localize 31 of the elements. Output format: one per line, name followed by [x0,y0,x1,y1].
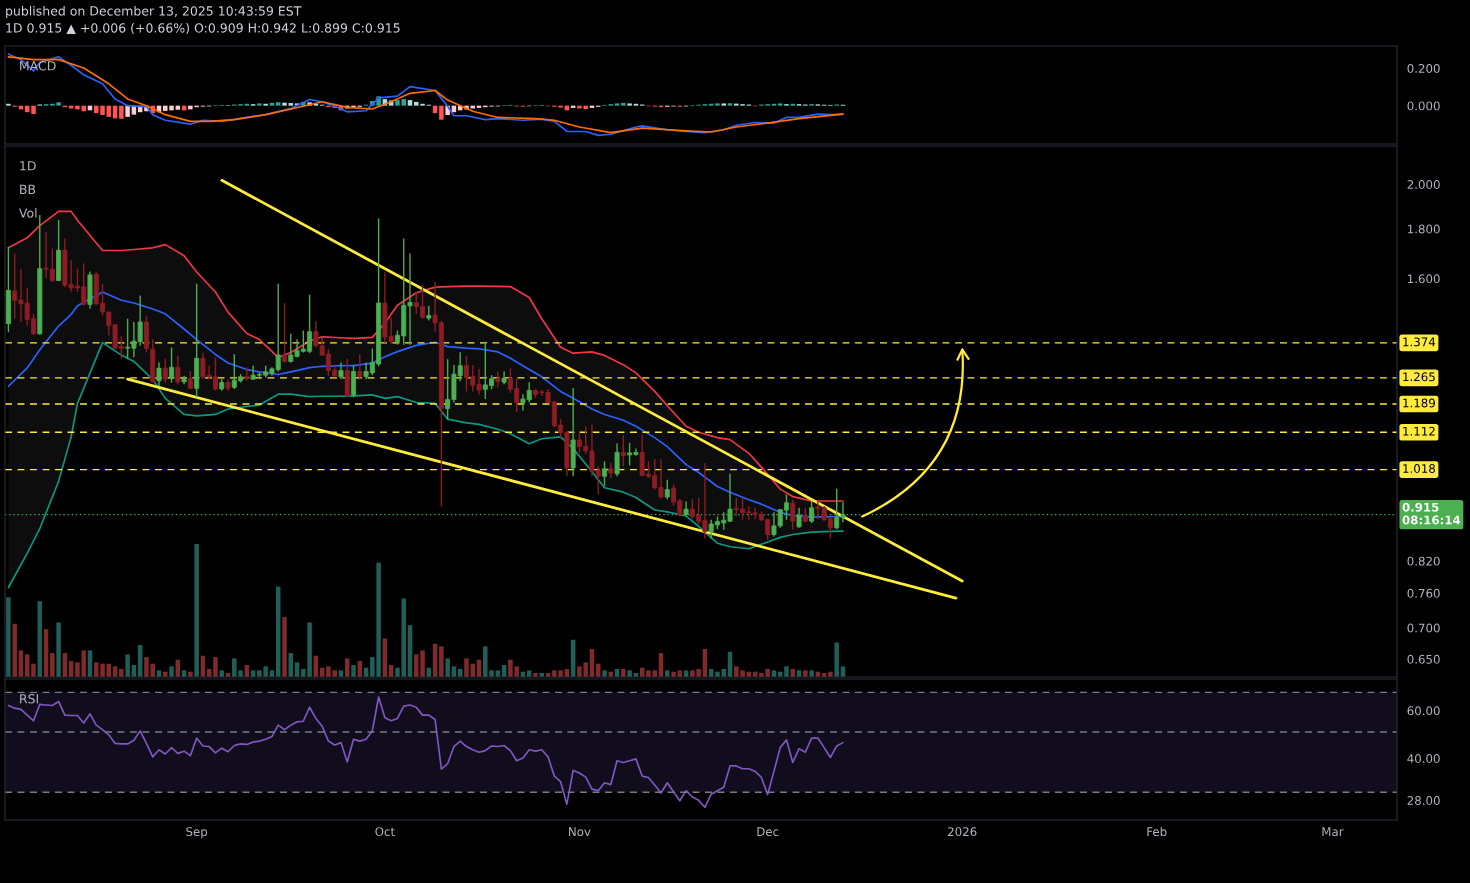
ref-line-label: 1.265 [1403,372,1435,382]
y-tick-label: 0.200 [1407,63,1440,73]
y-tick-label: 60.00 [1407,706,1440,716]
chart-subtitle: 1D 0.915 ▲ +0.006 (+0.66%) O:0.909 H:0.942 L:0.899 C:0.915 [6,22,400,35]
ref-line-label: 1.374 [1403,337,1436,347]
ref-line-label: 0.915 08:16:14 [1402,502,1461,525]
x-tick-label: 2026 [948,827,977,837]
y-tick-label: 0.650 [1407,654,1440,664]
x-tick-label: Mar [1322,827,1344,837]
y-tick-label: 1.600 [1408,274,1440,284]
x-tick-label: Feb [1147,826,1167,837]
x-tick-label: Oct [375,827,395,837]
annotation: BB [20,184,36,194]
y-tick-label: 0.820 [1407,556,1440,566]
y-tick-label: 1.800 [1408,224,1440,234]
annotation: 1D [20,161,36,171]
chart-title: published on December 13, 2025 10:43:59 EST [6,5,302,19]
y-tick-label: 40.00 [1407,754,1440,763]
ref-line-label: 1.189 [1403,398,1435,408]
x-tick-label: Nov [569,827,591,837]
annotation: Vol [18,208,37,218]
y-tick-label: 0.000 [1407,101,1440,111]
y-tick-label: 0.760 [1407,588,1440,598]
x-tick-label: Sep [186,827,208,839]
annotation: RSI [20,694,38,704]
y-tick-label: 0.700 [1407,623,1440,633]
ref-line-label: 1.018 [1403,464,1435,474]
y-tick-label: 28.00 [1407,796,1440,805]
y-tick-label: 2.000 [1407,180,1440,189]
x-tick-label: Dec [757,827,779,837]
ref-line-label: 1.112 [1403,426,1435,436]
